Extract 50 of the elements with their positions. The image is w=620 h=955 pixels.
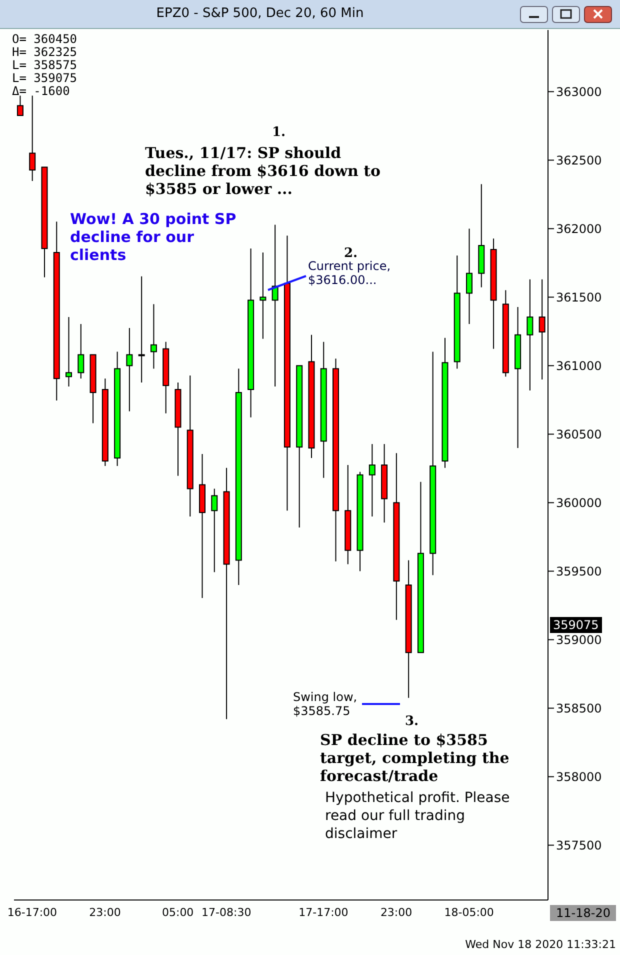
annotation: Δ= -1600 (12, 84, 70, 98)
x-tick-label: 23:00 (380, 906, 412, 919)
candlestick (466, 228, 473, 325)
text: 359075 (550, 617, 602, 633)
candlestick (526, 278, 534, 391)
annotation: L= 358575 (12, 58, 78, 72)
annotation: SP decline to $3585 target, completing the forecast/trade (320, 731, 510, 785)
chart-title: EPZ0 - S&P 500, Dec 20, 60 Min (155, 6, 365, 21)
y-tick-label: 359500 (556, 564, 602, 578)
y-tick-label: 361000 (556, 358, 602, 373)
y-tick-label: 362500 (556, 153, 602, 168)
candlestick (211, 488, 218, 573)
text: Wed Nov 18 2020 11:33:21 (465, 938, 616, 951)
candlestick (138, 276, 145, 384)
x-tick-label: 23:00 (89, 906, 121, 919)
annotation: 2. (344, 245, 358, 261)
x-tick-label: 17-08:30 (202, 906, 252, 919)
annotation: 1. (272, 124, 286, 142)
candlestick (368, 444, 376, 518)
y-tick-label: 362000 (556, 222, 602, 236)
candlestick (29, 95, 36, 182)
annotation: O= 360450 (12, 32, 78, 46)
annotation: Wow! A 30 point SP decline for our clients (70, 210, 238, 264)
y-tick-label: 360000 (556, 496, 602, 510)
x-tick-label: 05:00 (162, 906, 194, 919)
annotation: Tues., 11/17: SP should decline from $3616 down to $3585 or lower ... (145, 144, 382, 198)
annotation: 3. (405, 713, 419, 731)
candlestick (260, 252, 266, 340)
annotation: H= 362325 (12, 45, 78, 59)
candlestick (16, 95, 24, 116)
y-tick-label: 358500 (556, 701, 602, 716)
candlestick (126, 327, 133, 412)
annotation: Swing low, $3585.75 (293, 690, 358, 718)
candlestick (78, 324, 84, 380)
x-tick-label: 16-17:00 (7, 906, 58, 919)
text: 11-18-20 (550, 905, 616, 921)
y-tick-label: 360500 (556, 427, 602, 442)
x-tick-label: 17-17:00 (298, 906, 348, 919)
candlestick (150, 304, 157, 370)
candlestick (66, 316, 72, 387)
y-tick-label: 359000 (556, 632, 602, 647)
annotation: Hypothetical profit. Please read our full trading disclaimer (325, 789, 511, 843)
y-tick-label: 363000 (556, 84, 602, 99)
annotation: L= 359075 (12, 71, 78, 85)
annotation: Current price, $3616.00... (308, 259, 392, 287)
candlestick (538, 278, 546, 380)
x-tick-label: 18-05:00 (444, 906, 494, 919)
y-tick-label: 358000 (556, 770, 602, 784)
y-tick-label: 361500 (556, 290, 602, 304)
y-tick-label: 357500 (556, 838, 602, 852)
